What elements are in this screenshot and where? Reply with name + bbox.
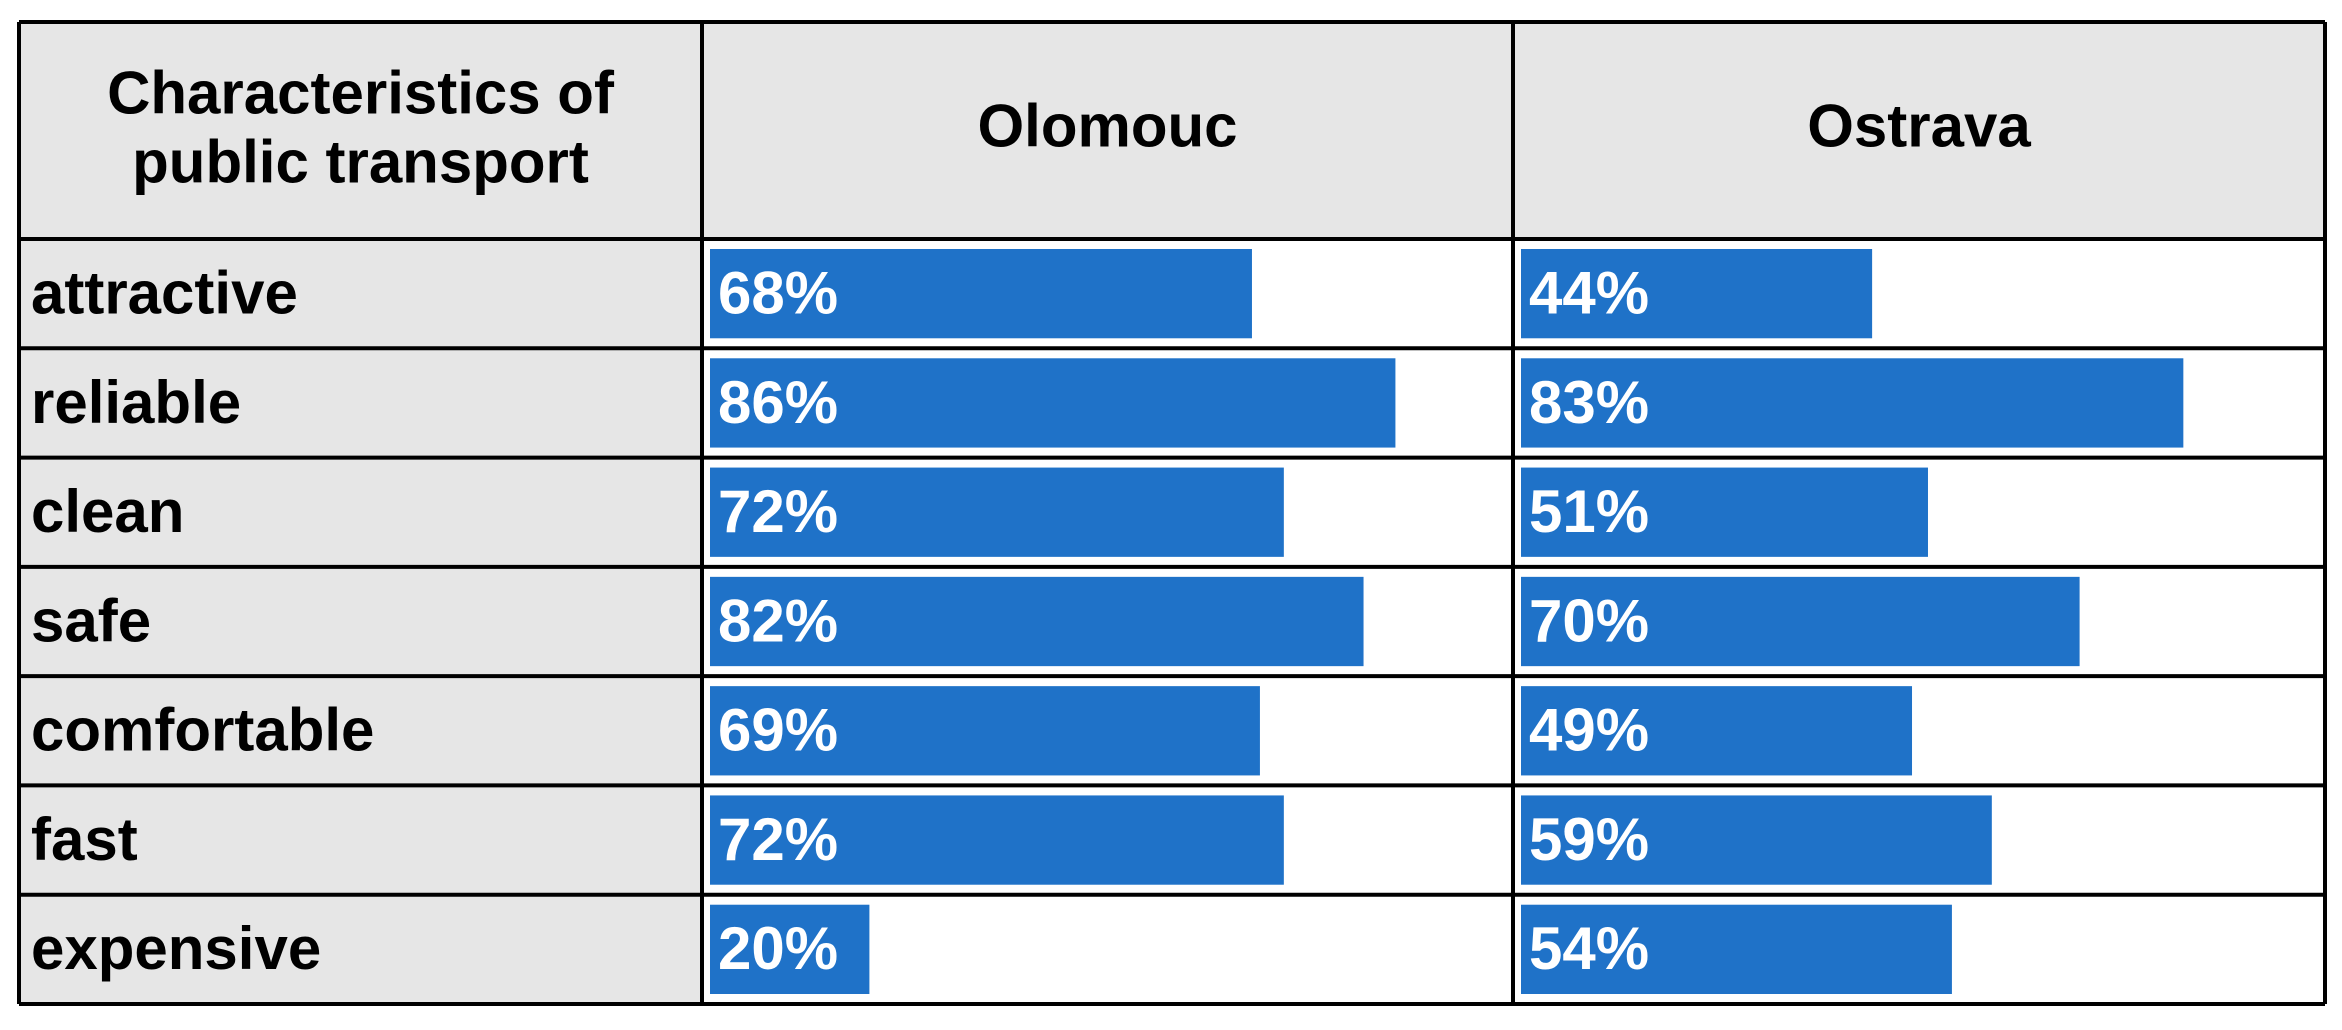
data-bar	[710, 795, 1284, 885]
data-bar	[1521, 576, 2080, 667]
data-bar	[1521, 249, 1873, 339]
header-cell: Ostrava	[1807, 92, 2031, 159]
data-bar	[1521, 795, 1992, 885]
data-bar	[710, 686, 1260, 776]
data-bar	[1521, 358, 2184, 448]
header-cell: Characteristics of public transport	[107, 59, 615, 195]
data-bar	[710, 904, 870, 994]
row-label: clean	[31, 478, 184, 545]
row-label: comfortable	[31, 697, 374, 764]
value-label: 44%	[1529, 259, 1649, 326]
row-label: expensive	[31, 915, 321, 982]
data-bar	[1521, 904, 1952, 994]
row-label: safe	[31, 587, 151, 654]
first-col-bg	[19, 239, 702, 1004]
value-label: 72%	[718, 478, 838, 545]
value-label: 83%	[1529, 369, 1649, 436]
row-label: attractive	[31, 259, 298, 326]
value-label: 51%	[1529, 478, 1649, 545]
data-bar	[710, 467, 1284, 557]
header-bg	[19, 22, 2325, 239]
value-label: 59%	[1529, 806, 1649, 873]
data-bar	[710, 249, 1252, 339]
data-bar	[710, 358, 1396, 448]
value-label: 82%	[718, 587, 838, 654]
value-label: 86%	[718, 369, 838, 436]
value-label: 69%	[718, 697, 838, 764]
data-bar	[710, 576, 1364, 667]
value-label: 72%	[718, 806, 838, 873]
row-label: fast	[31, 806, 138, 873]
value-label: 70%	[1529, 587, 1649, 654]
value-label: 49%	[1529, 697, 1649, 764]
header-cell: Olomouc	[977, 92, 1237, 159]
value-label: 68%	[718, 259, 838, 326]
data-bar	[1521, 467, 1928, 557]
value-label: 54%	[1529, 915, 1649, 982]
row-label: reliable	[31, 369, 241, 436]
data-bar	[1521, 686, 1913, 776]
value-label: 20%	[718, 915, 838, 982]
